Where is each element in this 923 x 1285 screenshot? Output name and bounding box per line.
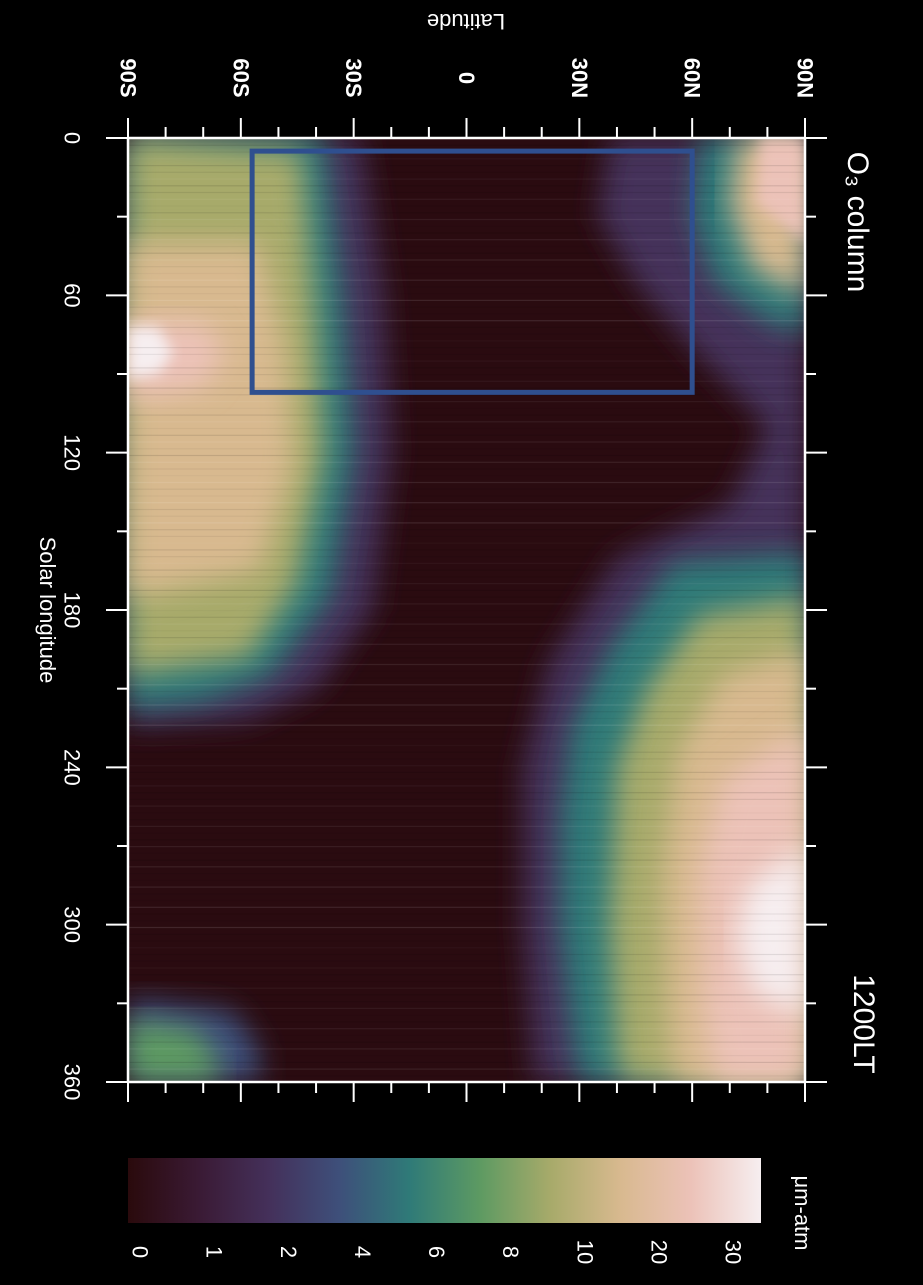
y-tick-label: 30N — [567, 58, 592, 98]
highlight-box — [249, 148, 695, 395]
y-tick-label: 60S — [228, 58, 253, 97]
colorbar-tick-label: 20 — [646, 1240, 671, 1264]
heatmap-field — [128, 138, 805, 1082]
chart-subtitle: 1200LT — [847, 974, 880, 1074]
y-tick-label: 30S — [341, 58, 366, 97]
colorbar-tick-label: 2 — [276, 1246, 301, 1258]
x-axis-label: Solar longitude — [35, 537, 60, 684]
colorbar-ticks: 0 1 2 4 6 8 10 20 30 — [128, 1240, 746, 1264]
y-tick-label: 90N — [793, 58, 818, 98]
colorbar-tick-label: 0 — [128, 1246, 153, 1258]
heatmap-region — [128, 1019, 219, 1082]
y-tick-label: 60N — [680, 58, 705, 98]
colorbar: 0 1 2 4 6 8 10 20 30 μm-atm — [128, 1158, 815, 1264]
x-tick-label: 300 — [60, 906, 85, 943]
x-tick-label: 60 — [60, 283, 85, 307]
colorbar-tick-label: 1 — [202, 1246, 227, 1258]
x-tick-label: 0 — [60, 132, 85, 144]
y-axis-ticks: 90S 60S 30S 0 30N 60N 90N — [116, 58, 818, 1102]
colorbar-tick-label: 8 — [498, 1246, 523, 1258]
colorbar-tick-label: 6 — [424, 1246, 449, 1258]
heatmap-region — [756, 138, 805, 243]
colorbar-gradient — [128, 1158, 761, 1223]
colorbar-unit-label: μm-atm — [790, 1175, 815, 1250]
heatmap-region — [128, 326, 174, 380]
heatmap-region — [737, 846, 805, 1017]
colorbar-tick-label: 30 — [721, 1240, 746, 1264]
x-tick-label: 180 — [60, 592, 85, 629]
y-tick-label: 0 — [454, 72, 479, 84]
x-tick-label: 360 — [60, 1064, 85, 1101]
x-tick-label: 240 — [60, 749, 85, 786]
heatmap-plot-area — [128, 138, 805, 1082]
y-axis-label: Latitude — [427, 9, 505, 34]
colorbar-tick-label: 4 — [350, 1246, 375, 1258]
chart-title: O₃ column — [841, 152, 874, 293]
colorbar-tick-label: 10 — [572, 1240, 597, 1264]
y-tick-label: 90S — [116, 58, 141, 97]
x-tick-label: 120 — [60, 434, 85, 471]
x-axis-ticks: 0 60 120 180 240 300 360 — [60, 132, 827, 1101]
